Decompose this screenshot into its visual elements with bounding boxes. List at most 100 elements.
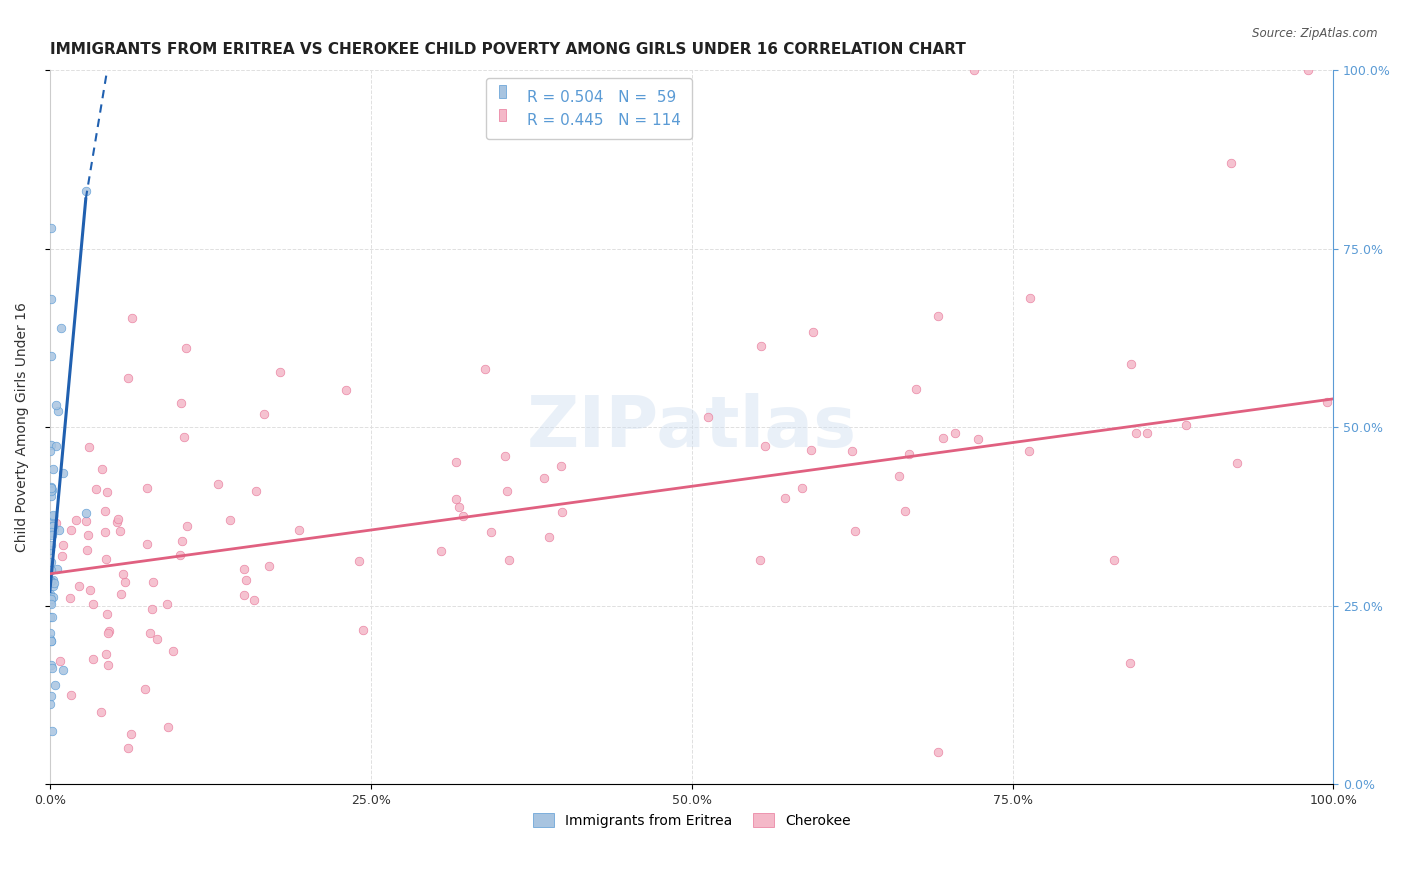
Point (39, 438, 62, 452)
Point (39, 689, 62, 703)
Point (41, 527, 63, 541)
Point (156, 597, 179, 611)
Point (51, 549, 73, 564)
Point (39, 634, 62, 648)
Point (41, 461, 63, 475)
Point (39, 480, 62, 494)
Point (39, 697, 62, 711)
Point (1019, 291, 1042, 305)
Point (46, 404, 69, 418)
Point (1135, 425, 1157, 440)
Point (894, 504, 917, 518)
Point (39, 481, 62, 495)
Point (169, 548, 191, 562)
Point (232, 562, 254, 576)
Text: ZIPatlas: ZIPatlas (527, 392, 856, 462)
Point (112, 566, 135, 581)
Point (538, 530, 561, 544)
Point (79, 582, 101, 597)
Point (142, 574, 165, 589)
Point (754, 439, 776, 453)
Point (42, 575, 65, 590)
Point (108, 524, 131, 538)
Point (51, 320, 73, 334)
Point (39, 483, 62, 498)
Point (39, 590, 62, 604)
Point (39, 574, 62, 589)
Point (494, 449, 516, 463)
Point (65, 513, 87, 527)
Point (207, 476, 229, 491)
Point (90, 706, 112, 720)
Point (446, 455, 468, 469)
Point (45, 562, 67, 576)
Point (39, 524, 62, 539)
Point (117, 371, 139, 385)
Point (48, 523, 70, 537)
Point (927, 745, 949, 759)
Point (269, 365, 291, 379)
Point (235, 574, 257, 588)
Point (927, 309, 949, 323)
Point (75, 184, 97, 198)
Point (1018, 444, 1040, 458)
Point (1296, 63, 1319, 78)
Point (121, 311, 143, 326)
Point (145, 632, 167, 647)
Point (42, 510, 65, 524)
Point (1125, 426, 1147, 441)
Point (39, 658, 62, 673)
Point (1175, 418, 1198, 433)
Point (39, 634, 62, 648)
Point (97, 657, 120, 672)
Point (75, 506, 97, 520)
Point (75, 515, 97, 529)
Point (94, 524, 117, 539)
Point (39, 444, 62, 458)
Point (39, 632, 62, 647)
Point (82, 652, 104, 666)
Point (551, 505, 574, 519)
Point (963, 63, 986, 78)
Point (39, 625, 62, 640)
Point (39, 610, 62, 624)
Point (98, 624, 121, 638)
Point (943, 425, 966, 440)
Point (218, 513, 240, 527)
Point (39, 563, 62, 577)
Point (135, 481, 157, 495)
Point (39, 597, 62, 611)
Point (176, 519, 198, 533)
Point (243, 592, 266, 607)
Point (253, 407, 276, 421)
Point (45, 516, 67, 530)
Text: Source: ZipAtlas.com: Source: ZipAtlas.com (1253, 27, 1378, 40)
Point (139, 626, 162, 640)
Point (82, 597, 104, 611)
Point (1219, 156, 1241, 170)
Point (157, 720, 180, 734)
Point (790, 481, 813, 495)
Point (841, 443, 863, 458)
Point (430, 544, 453, 558)
Point (44, 522, 66, 536)
Point (41, 574, 63, 588)
Point (41, 610, 63, 624)
Point (967, 433, 990, 447)
Point (77, 528, 100, 542)
Point (773, 491, 796, 505)
Point (39, 481, 62, 495)
Point (259, 559, 281, 574)
Point (41, 519, 63, 533)
Point (39, 596, 62, 610)
Point (245, 483, 267, 498)
Point (67, 579, 90, 593)
Point (59, 591, 82, 606)
Point (52, 466, 75, 480)
Point (172, 534, 194, 549)
Point (94, 647, 117, 661)
Point (42, 579, 65, 593)
Point (233, 589, 256, 603)
Point (39, 349, 62, 363)
Point (751, 339, 773, 353)
